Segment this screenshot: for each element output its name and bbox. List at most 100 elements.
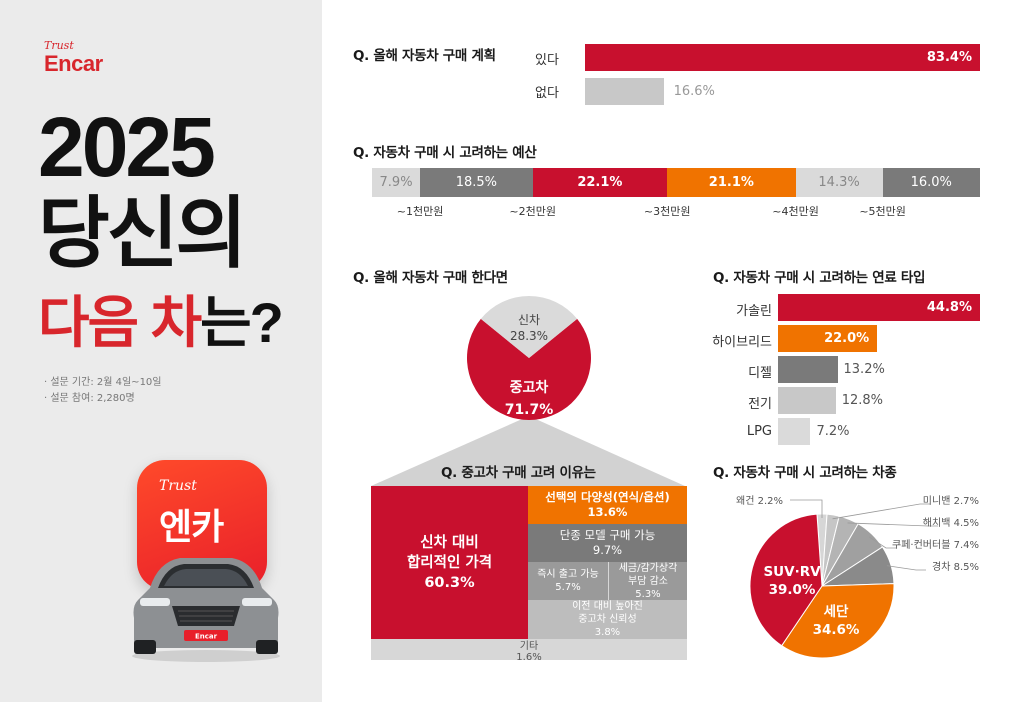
app-icon-name: 엔카 xyxy=(159,506,224,547)
headline-line2: 당신의 xyxy=(38,189,247,277)
pie-slice-new xyxy=(480,296,578,358)
pie-value-new: 28.3% xyxy=(510,329,548,343)
reason-cell-other: 기타 1.6% xyxy=(371,639,687,663)
used-reason-question: Q. 중고차 구매 고려 이유는 xyxy=(441,465,596,481)
car-type-label-minivan: 미니밴 2.7% xyxy=(923,495,979,507)
fuel-value-diesel: 13.2% xyxy=(843,362,885,377)
budget-tick-1: ~1천만원 xyxy=(396,205,444,218)
fuel-label-lpg: LPG xyxy=(746,424,772,439)
reason-variety-value: 13.6% xyxy=(587,505,628,519)
car-type-label-hatchback: 해치백 4.5% xyxy=(923,516,979,529)
reason-cell-variety: 선택의 다양성(연식/옵션) 13.6% xyxy=(528,486,687,524)
fuel-value-electric: 12.8% xyxy=(841,393,884,408)
reason-cell-discontinued: 단종 모델 구매 가능 9.7% xyxy=(528,524,687,562)
reason-price-line2: 합리적인 가격 xyxy=(406,554,493,571)
plan-label-yes: 있다 xyxy=(535,53,559,68)
reason-cell-price: 신차 대비 합리적인 가격 60.3% xyxy=(371,486,528,639)
fuel-question: Q. 자동차 구매 시 고려하는 연료 타입 xyxy=(713,270,926,286)
car-type-label-wagon: 왜건 2.2% xyxy=(736,495,783,507)
budget-stacked-bar: 7.9% 18.5% 22.1% 21.1% 14.3% 16.0% xyxy=(372,168,980,197)
car-type-leader-wagon xyxy=(790,499,823,518)
car-type-question: Q. 자동차 구매 시 고려하는 차종 xyxy=(713,465,897,481)
car-illustration: Encar xyxy=(132,558,280,662)
new-used-question: Q. 올해 자동차 구매 한다면 xyxy=(353,270,508,286)
budget-segment-5: 14.3% xyxy=(795,168,883,197)
budget-segment-1: 7.9% xyxy=(372,168,421,197)
encar-logo: Trust Encar xyxy=(44,40,103,76)
app-icon-trust: Trust xyxy=(159,478,197,494)
reason-tax-line1: 세금/감가상각 xyxy=(618,562,678,574)
used-reason-treemap: 신차 대비 합리적인 가격 60.3% 선택의 다양성(연식/옵션) 13.6%… xyxy=(371,486,687,663)
car-type-value-sedan: 34.6% xyxy=(813,622,860,638)
plan-bar-yes xyxy=(585,44,980,71)
pie-value-used: 71.7% xyxy=(505,402,554,418)
left-panel: Trust Encar 2025 당신의 다음 차는? · 설문 기간: 2월 … xyxy=(0,0,322,702)
fuel-value-hybrid: 22.0% xyxy=(824,331,870,346)
reason-reliability-value: 3.8% xyxy=(594,627,621,638)
fuel-label-hybrid: 하이브리드 xyxy=(712,335,772,350)
reason-other-value: 1.6% xyxy=(516,651,542,663)
fuel-bar-electric xyxy=(778,387,836,414)
car-type-pie: SUV·RV 39.0% 세단 34.6% 왜건 2.2% 미니밴 2.7% 해… xyxy=(736,495,979,659)
fuel-value-gasoline: 44.8% xyxy=(926,300,972,315)
car-type-label-sedan: 세단 xyxy=(824,603,849,620)
budget-tick-labels: ~1천만원 ~2천만원 ~3천만원 ~4천만원 ~5천만원 xyxy=(372,203,980,219)
car-type-leader-lines xyxy=(790,499,938,571)
pie-slice-used xyxy=(467,318,591,420)
plan-value-yes: 83.4% xyxy=(926,50,972,65)
reason-cell-tax: 세금/감가상각 부담 감소 5.3% xyxy=(609,562,687,600)
car-type-value-suv: 39.0% xyxy=(769,582,816,598)
fuel-label-diesel: 디젤 xyxy=(748,366,772,381)
survey-period: · 설문 기간: 2월 4일~10일 xyxy=(44,377,162,388)
plan-question: Q. 올해 자동차 구매 계획 xyxy=(353,48,496,64)
car-type-slice-sedan xyxy=(781,583,895,659)
budget-tick-5: ~5천만원 xyxy=(859,205,906,218)
car-type-label-coupe: 쿠페·컨버터블 7.4% xyxy=(892,539,979,551)
car-type-slice-suv xyxy=(749,513,823,647)
fuel-label-electric: 전기 xyxy=(748,397,772,412)
survey-participants: · 설문 참여: 2,280명 xyxy=(44,393,135,404)
fuel-bar-diesel xyxy=(778,356,838,383)
plan-value-no: 16.6% xyxy=(673,84,715,99)
car-plate-text: Encar xyxy=(195,633,218,641)
fuel-bar-lpg xyxy=(778,418,811,445)
reason-immediate-value: 5.7% xyxy=(555,582,581,593)
pie-label-used: 중고차 xyxy=(510,380,549,396)
budget-segment-6: 16.0% xyxy=(882,168,980,197)
budget-segment-2: 18.5% xyxy=(420,168,533,197)
reason-discontinued-label: 단종 모델 구매 가능 xyxy=(559,528,656,542)
budget-tick-2: ~2천만원 xyxy=(509,205,556,218)
car-type-leader-compact xyxy=(886,565,926,571)
car-type-leader-hatchback xyxy=(847,522,938,527)
fuel-bar-gasoline xyxy=(778,294,980,321)
reason-reliability-line2: 중고차 신뢰성 xyxy=(578,614,637,625)
budget-tick-3: ~3천만원 xyxy=(643,205,691,218)
car-type-leader-minivan xyxy=(832,503,930,520)
fuel-value-lpg: 7.2% xyxy=(816,424,850,439)
headline-line3: 다음 차는? xyxy=(38,290,284,356)
funnel-shape xyxy=(371,416,685,486)
headline-year: 2025 xyxy=(38,100,216,194)
reason-tax-value: 5.3% xyxy=(635,588,661,600)
fuel-label-gasoline: 가솔린 xyxy=(736,304,772,319)
reason-cell-reliability: 이전 대비 높아진 중고차 신뢰성 3.8% xyxy=(528,600,687,639)
reason-reliability-line1: 이전 대비 높아진 xyxy=(572,601,643,612)
plan-bar-no xyxy=(585,78,664,105)
reason-discontinued-value: 9.7% xyxy=(592,543,623,557)
plan-label-no: 없다 xyxy=(535,86,559,101)
budget-segment-3: 22.1% xyxy=(532,168,668,197)
reason-price-line1: 신차 대비 xyxy=(420,534,479,551)
logo-trust-text: Trust xyxy=(44,39,74,52)
car-type-slices xyxy=(749,513,895,659)
budget-segment-4: 21.1% xyxy=(667,168,796,197)
logo-encar-text: Encar xyxy=(44,51,103,76)
reason-variety-label: 선택의 다양성(연식/옵션) xyxy=(545,490,670,504)
car-type-label-compact: 경차 8.5% xyxy=(932,560,979,573)
reason-immediate-label: 즉시 출고 가능 xyxy=(537,569,599,580)
headline-red-text: 다음 차 xyxy=(38,291,202,354)
budget-question: Q. 자동차 구매 시 고려하는 예산 xyxy=(353,145,537,161)
headline-rest-text: 는? xyxy=(200,291,284,354)
reason-cell-immediate: 즉시 출고 가능 5.7% xyxy=(528,562,608,600)
fuel-bar-hybrid xyxy=(778,325,878,352)
budget-tick-4: ~4천만원 xyxy=(772,205,819,218)
